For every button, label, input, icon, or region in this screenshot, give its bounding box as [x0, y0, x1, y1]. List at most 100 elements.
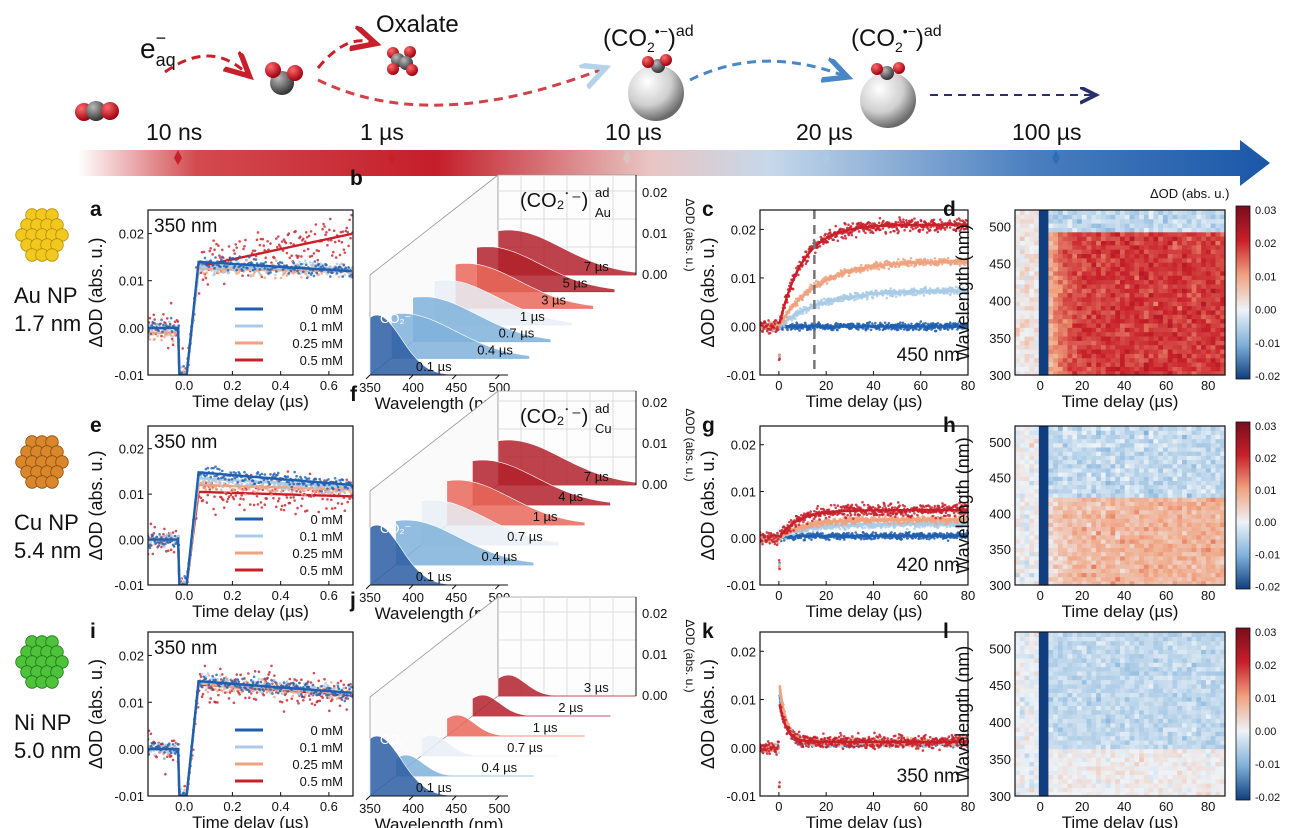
data-point: [274, 276, 277, 280]
heatmap-cell: [1210, 218, 1217, 224]
data-point: [256, 231, 260, 234]
heatmap-cell: [1191, 262, 1197, 268]
data-point: [305, 509, 309, 512]
delay-label: 0.7 µs: [499, 326, 535, 341]
heatmap-cell: [1077, 223, 1083, 228]
heatmap-cell: [1124, 283, 1131, 289]
heatmap-cell: [1186, 309, 1193, 315]
heatmap-cell: [1081, 223, 1088, 228]
heatmap-cell: [1057, 257, 1064, 263]
heatmap-cell: [1143, 227, 1150, 233]
heatmap-cell: [1081, 353, 1088, 359]
heatmap-cell: [1015, 279, 1021, 285]
heatmap-cell: [1210, 266, 1217, 272]
heatmap-cell: [1158, 275, 1164, 281]
heatmap-cell: [1162, 257, 1169, 263]
trajectory-arrow-2: [316, 41, 370, 69]
data-point: [828, 228, 832, 232]
heatmap-cell: [1062, 227, 1069, 233]
x-tick-label: 60: [1159, 378, 1173, 393]
heatmap-cell: [1105, 266, 1112, 272]
colorbar-tick-label: 0.03: [1255, 205, 1276, 217]
heatmap-cell: [1129, 353, 1135, 359]
data-point: [289, 269, 293, 273]
data-point: [887, 267, 891, 271]
data-point: [916, 221, 920, 224]
heatmap-cell: [1115, 218, 1121, 224]
heatmap-cell: [1029, 357, 1035, 363]
heatmap-cell: [1043, 322, 1050, 328]
heatmap-cell: [1029, 305, 1035, 311]
heatmap-cell: [1024, 214, 1030, 220]
heatmap-cell: [1172, 353, 1178, 359]
data-point: [208, 249, 212, 253]
heatmap-cell: [1110, 288, 1116, 294]
heatmap-cell: [1205, 340, 1212, 346]
heatmap-cell: [1024, 292, 1030, 298]
data-point: [319, 265, 322, 269]
heatmap-cell: [1038, 231, 1045, 237]
data-point: [337, 275, 341, 279]
heatmap-cell: [1129, 292, 1135, 298]
heatmap-cell: [1048, 249, 1054, 255]
y-tick-label: 0.01: [119, 487, 144, 502]
nanoparticle-name: Ni NP: [14, 710, 71, 735]
heatmap-cell: [1177, 344, 1183, 350]
data-point: [148, 316, 152, 320]
heatmap-cell: [1029, 327, 1035, 333]
data-point: [169, 548, 173, 552]
heatmap-cell: [1182, 231, 1188, 237]
heatmap-cell: [1124, 253, 1131, 259]
heatmap-cell: [1162, 218, 1169, 224]
heatmap-cell: [1134, 275, 1140, 281]
heatmap-cell: [1205, 361, 1212, 367]
heatmap-cell: [1110, 292, 1116, 298]
heatmap-cell: [1034, 288, 1040, 294]
heatmap-cell: [1186, 353, 1193, 359]
heatmap-cell: [1210, 262, 1217, 268]
heatmap-cell: [1201, 361, 1207, 367]
data-point: [243, 269, 246, 273]
heatmap-cell: [1110, 361, 1116, 367]
heatmap-cell: [1148, 366, 1155, 372]
heatmap-cell: [1153, 318, 1159, 324]
heatmap-cell: [1139, 327, 1145, 333]
data-point: [297, 254, 300, 258]
data-point: [304, 272, 308, 276]
heatmap-cell: [1153, 331, 1159, 337]
heatmap-cell: [1081, 305, 1088, 311]
heatmap-cell: [1153, 231, 1159, 237]
heatmap-cell: [1048, 210, 1054, 215]
oxalate-molecule-icon: [387, 46, 418, 76]
heatmap-cell: [1096, 249, 1102, 255]
data-point: [307, 271, 311, 275]
heatmap-cell: [1182, 275, 1188, 281]
heatmap-cell: [1034, 218, 1040, 224]
timeline-tick-marker: [174, 150, 182, 165]
heatmap-cell: [1196, 309, 1202, 315]
heatmap-cell: [1081, 275, 1088, 281]
data-point: [201, 499, 205, 502]
y-tick-label: 400: [989, 294, 1011, 309]
heatmap-cell: [1182, 331, 1188, 337]
heatmap-cell: [1182, 253, 1188, 259]
heatmap-cell: [1177, 218, 1183, 224]
heatmap-cell: [1196, 236, 1202, 241]
heatmap-cell: [1120, 357, 1126, 363]
heatmap-cell: [1053, 348, 1059, 354]
data-point: [898, 216, 901, 219]
heatmap-cell: [1124, 240, 1131, 246]
heatmap-cell: [1143, 236, 1150, 241]
heatmap-cell: [1158, 253, 1164, 259]
data-point: [292, 261, 295, 265]
heatmap-cell: [1177, 236, 1183, 241]
heatmap-cell: [1048, 318, 1054, 324]
heatmap-cell: [1177, 231, 1183, 237]
nanoparticle-name: Cu NP: [14, 510, 79, 535]
heatmap-cell: [1210, 318, 1217, 324]
data-point: [817, 306, 821, 310]
data-point: [306, 247, 310, 251]
data-point: [227, 495, 231, 499]
heatmap-cell: [1072, 288, 1078, 294]
heatmap-cell: [1120, 227, 1126, 233]
